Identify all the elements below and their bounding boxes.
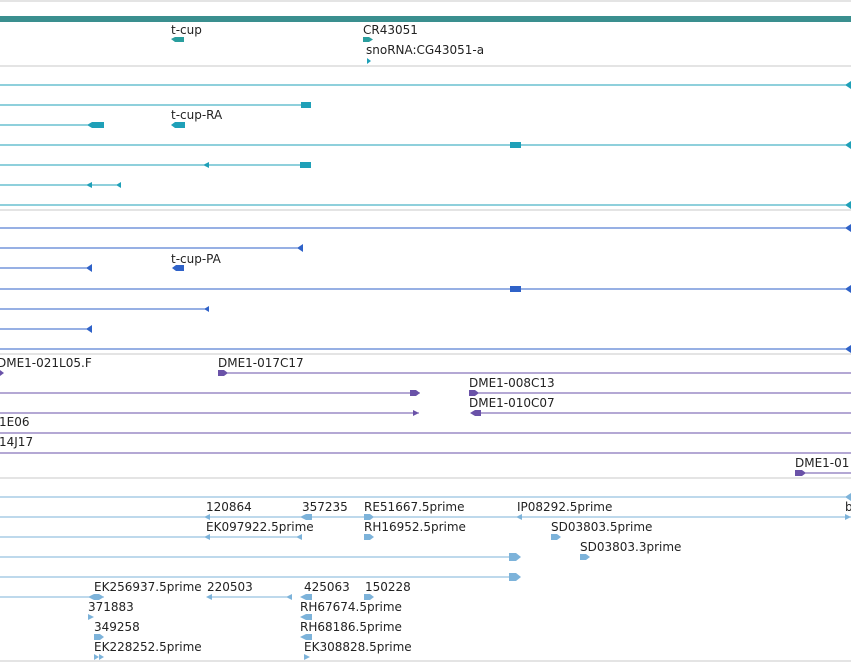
est-rh16952[interactable]: RH16952.5prime (364, 520, 466, 540)
clone-track: DME1-021L05.F DME1-017C17 DME1-008C13 DM… (0, 356, 851, 476)
est-ek256937[interactable]: EK256937.5prime (94, 580, 202, 594)
clone-dme1-010c07[interactable]: DME1-010C07 (469, 396, 851, 416)
est-ek228252[interactable]: EK228252.5prime (94, 640, 202, 660)
protein-row[interactable] (0, 306, 209, 312)
gene-cr43051[interactable]: CR43051 (363, 23, 418, 42)
clone-label: DME1-017C17 (218, 356, 304, 370)
est-row[interactable] (0, 594, 104, 600)
gene-label: snoRNA:CG43051-a (366, 43, 484, 57)
est-b[interactable]: b (845, 500, 851, 520)
est-label: EK228252.5prime (94, 640, 202, 654)
protein-row[interactable] (0, 345, 851, 353)
protein-row[interactable] (0, 264, 92, 272)
est-rh67674[interactable]: RH67674.5prime (300, 600, 402, 620)
protein-row[interactable] (0, 285, 851, 293)
clone-14j17[interactable]: 14J17 (0, 435, 851, 454)
clone-label: 14J17 (0, 435, 33, 449)
est-label: 357235 (302, 500, 348, 514)
top-bar (0, 16, 851, 22)
protein-track: t-cup-PA (0, 224, 851, 353)
est-label: RH67674.5prime (300, 600, 402, 614)
est-label: 349258 (94, 620, 140, 634)
est-150228[interactable]: 150228 (364, 580, 411, 600)
est-label: SD03803.3prime (580, 540, 681, 554)
clone-dme1-017c17[interactable]: DME1-017C17 (218, 356, 851, 376)
est-rh68186[interactable]: RH68186.5prime (300, 620, 402, 640)
est-label: EK097922.5prime (206, 520, 314, 534)
est-row[interactable] (0, 553, 521, 561)
est-row[interactable] (0, 493, 851, 501)
protein-label: t-cup-PA (171, 252, 222, 266)
clone-1e06[interactable]: 1E06 (0, 415, 851, 434)
est-label: 371883 (88, 600, 134, 614)
est-ek097922[interactable]: EK097922.5prime (204, 520, 314, 540)
transcript-row[interactable] (0, 162, 311, 168)
protein-row[interactable] (0, 325, 92, 333)
est-sd03803-5[interactable]: SD03803.5prime (551, 520, 652, 540)
protein-row[interactable] (0, 224, 851, 232)
transcript-label: t-cup-RA (171, 108, 223, 122)
clone-label: 1E06 (0, 415, 30, 429)
est-120864[interactable]: 120864 (204, 500, 252, 520)
clone-label: DME1-008C13 (469, 376, 555, 390)
est-label: EK256937.5prime (94, 580, 202, 594)
gene-snorna[interactable]: snoRNA:CG43051-a (366, 43, 484, 64)
gene-t-cup[interactable]: t-cup (171, 23, 202, 42)
clone-label: DME1-021L05.F (0, 356, 92, 370)
est-sd03803-3[interactable]: SD03803.3prime (580, 540, 681, 560)
protein-row[interactable] (0, 244, 303, 252)
gene-label: t-cup (171, 23, 202, 37)
est-label: SD03803.5prime (551, 520, 652, 534)
est-label: IP08292.5prime (517, 500, 612, 514)
clone-row[interactable] (0, 390, 420, 396)
clone-label: DME1-01 (795, 456, 849, 470)
est-371883[interactable]: 371883 (88, 600, 134, 620)
est-425063[interactable]: 425063 (300, 580, 350, 600)
est-label: b (845, 500, 851, 514)
est-label: 425063 (304, 580, 350, 594)
transcript-t-cup-ra[interactable]: t-cup-RA (171, 108, 223, 128)
est-row[interactable] (0, 573, 521, 581)
est-label: 220503 (207, 580, 253, 594)
est-label: RE51667.5prime (364, 500, 465, 514)
clone-dme1-01[interactable]: DME1-01 (795, 456, 851, 476)
clone-dme1-008c13[interactable]: DME1-008C13 (469, 376, 851, 396)
transcript-row[interactable] (0, 102, 311, 108)
gene-track: t-cup CR43051 snoRNA:CG43051-a (171, 23, 484, 64)
est-label: RH16952.5prime (364, 520, 466, 534)
transcript-row[interactable] (0, 201, 851, 209)
est-label: RH68186.5prime (300, 620, 402, 634)
est-349258[interactable]: 349258 (94, 620, 140, 640)
est-label: 150228 (365, 580, 411, 594)
transcript-row[interactable] (0, 141, 851, 149)
est-re51667[interactable]: RE51667.5prime (364, 500, 465, 520)
est-label: 120864 (206, 500, 252, 514)
transcript-row[interactable] (0, 182, 121, 188)
clone-label: DME1-010C07 (469, 396, 555, 410)
est-220503[interactable]: 220503 (206, 580, 292, 600)
clone-dme1-021l05[interactable]: DME1-021L05.F (0, 356, 92, 376)
est-357235[interactable]: 357235 (300, 500, 348, 520)
est-ek308828[interactable]: EK308828.5prime (304, 640, 412, 660)
gene-label: CR43051 (363, 23, 418, 37)
est-track: 120864 357235 RE51667.5prime IP08292.5pr… (0, 493, 851, 660)
transcript-track: t-cup-RA (0, 81, 851, 209)
est-label: EK308828.5prime (304, 640, 412, 654)
transcript-row[interactable] (0, 122, 104, 128)
protein-t-cup-pa[interactable]: t-cup-PA (171, 252, 222, 271)
est-ip08292[interactable]: IP08292.5prime (516, 500, 612, 520)
clone-row[interactable] (0, 410, 419, 416)
transcript-row[interactable] (0, 81, 851, 89)
